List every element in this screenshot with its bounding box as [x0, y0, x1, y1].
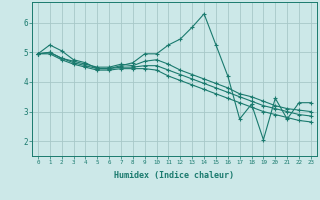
- X-axis label: Humidex (Indice chaleur): Humidex (Indice chaleur): [115, 171, 234, 180]
